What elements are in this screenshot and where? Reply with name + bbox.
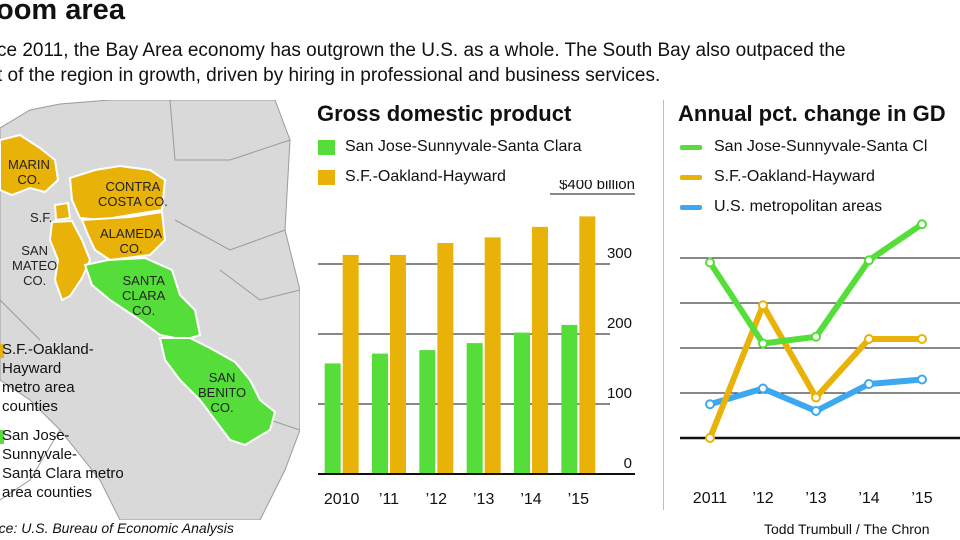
intro-line-1: ce 2011, the Bay Area economy has outgro… — [0, 40, 846, 61]
gdp-x-tick: ’15 — [568, 491, 589, 508]
pct-series-line — [707, 302, 925, 441]
pct-data-point — [917, 374, 927, 385]
gdp-y-tick: $400 billion — [559, 180, 635, 193]
source-note: rce: U.S. Bureau of Economic Analysis — [0, 520, 234, 536]
pct-data-point — [864, 379, 874, 389]
map-label-sf: S.F. — [30, 210, 53, 225]
pct-x-tick: ’13 — [805, 490, 826, 507]
gdp-bar-sf — [532, 226, 548, 474]
pct-legend-us: U.S. metropolitan areas — [680, 198, 882, 216]
gdp-bar-sj — [466, 343, 483, 474]
gdp-legend-sf-label: S.F.-Oakland-Hayward — [345, 168, 506, 185]
gdp-y-tick: 100 — [607, 385, 632, 402]
map-key-swatch-sf — [0, 344, 4, 358]
pct-data-point — [705, 433, 715, 443]
gdp-bar-sj — [561, 324, 578, 474]
pct-chart-title: Annual pct. change in GD — [678, 101, 946, 126]
gdp-y-tick: 0 — [624, 455, 632, 472]
map-key-sj: San Jose- Sunnyvale- Santa Clara metro a… — [2, 427, 124, 501]
pct-legend-us-label: U.S. metropolitan areas — [714, 198, 883, 215]
map-label-contra-costa: CONTRA COSTA CO. — [98, 179, 168, 209]
legend-swatch-green — [318, 139, 335, 155]
map-label-san-mateo: SAN MATEO CO. — [12, 243, 58, 288]
credit-note: Todd Trumbull / The Chron — [764, 521, 930, 537]
pct-data-point — [758, 300, 768, 311]
map-key-swatch-sj — [0, 430, 4, 444]
pct-line-chart: 2011 ’12 ’13 ’14 ’15 — [680, 219, 960, 507]
pct-data-point — [758, 383, 768, 394]
intro-line-2: t of the region in growth, driven by hir… — [0, 65, 661, 86]
pct-data-point — [811, 392, 821, 403]
bay-area-map: MARIN CO. CONTRA COSTA CO. S.F. ALAMEDA … — [0, 100, 300, 520]
gdp-legend-sj-label: San Jose-Sunnyvale-Santa Clara — [345, 138, 582, 155]
gdp-bar-sf — [579, 216, 596, 474]
map-label-marin: MARIN CO. — [8, 157, 50, 187]
pct-data-point — [758, 338, 768, 349]
pct-legend-sf: S.F.-Oakland-Hayward — [680, 168, 875, 186]
gdp-bar-sf — [342, 254, 359, 474]
page-title: oom area — [0, 0, 125, 26]
pct-data-point — [864, 334, 874, 344]
gdp-bar-sf — [390, 254, 406, 474]
map-label-san-benito: SAN BENITO CO. — [198, 370, 247, 415]
chart-divider — [663, 100, 664, 510]
pct-legend-sj-label: San Jose-Sunnyvale-Santa Cl — [714, 138, 928, 155]
pct-data-point — [917, 219, 927, 230]
gdp-y-tick: 200 — [607, 315, 632, 332]
gdp-x-tick: ’13 — [473, 491, 494, 508]
map-boundary-lines — [0, 100, 300, 501]
map-label-santa-clara: SANTA CLARA CO. — [122, 273, 166, 318]
gdp-bar-sf — [437, 243, 454, 474]
pct-data-point — [705, 257, 715, 268]
legend-line-green — [680, 144, 702, 150]
legend-swatch-gold — [318, 169, 335, 185]
pct-data-point — [864, 255, 874, 266]
map-county-alameda — [80, 210, 167, 262]
pct-x-tick: ’15 — [911, 490, 932, 507]
pct-x-tick: ’14 — [858, 490, 879, 507]
map-county-marin — [0, 133, 60, 197]
gdp-bar-sj — [324, 363, 341, 474]
gdp-legend-sf: S.F.-Oakland-Hayward — [318, 168, 506, 186]
pct-data-point — [705, 399, 715, 410]
gdp-x-tick: ’14 — [520, 491, 541, 508]
map-label-alameda: ALAMEDA CO. — [100, 226, 163, 256]
gdp-legend-sj: San Jose-Sunnyvale-Santa Clara — [318, 138, 582, 156]
map-county-sf — [53, 201, 72, 222]
gdp-bar-sj — [372, 353, 388, 474]
gdp-bar-sj — [419, 350, 436, 474]
pct-x-tick: 2011 — [693, 490, 728, 507]
map-county-contra-costa — [68, 164, 167, 222]
pct-x-tick: ’12 — [752, 490, 773, 507]
legend-line-gold — [680, 174, 702, 180]
gdp-x-tick: ’11 — [379, 491, 399, 508]
legend-line-blue — [680, 204, 702, 210]
gdp-x-tick: 2010 — [324, 491, 360, 508]
intro-text: ce 2011, the Bay Area economy has outgro… — [0, 38, 960, 88]
map-county-san-mateo — [48, 219, 92, 302]
gdp-bar-sf — [484, 237, 501, 474]
pct-data-point — [811, 331, 821, 342]
gdp-chart-title: Gross domestic product — [317, 101, 572, 126]
pct-series-line — [707, 221, 925, 347]
map-county-san-benito — [158, 337, 277, 447]
map-key-sf: S.F.-Oakland- Hayward metro area countie… — [2, 341, 94, 415]
pct-legend-sf-label: S.F.-Oakland-Hayward — [714, 168, 875, 185]
pct-data-point — [811, 406, 821, 416]
pct-legend-sj: San Jose-Sunnyvale-Santa Cl — [680, 138, 927, 156]
gdp-bar-chart: 2010 ’11 ’12 ’13 ’14 ’15 0 100 200 300 $400 billio… — [318, 180, 635, 508]
gdp-y-tick: 300 — [607, 245, 632, 262]
gdp-x-tick: ’12 — [426, 491, 447, 508]
map-graphic — [0, 100, 300, 520]
map-county-santa-clara — [83, 256, 202, 342]
gdp-bar-sj — [514, 332, 530, 474]
pct-data-point — [917, 334, 927, 344]
